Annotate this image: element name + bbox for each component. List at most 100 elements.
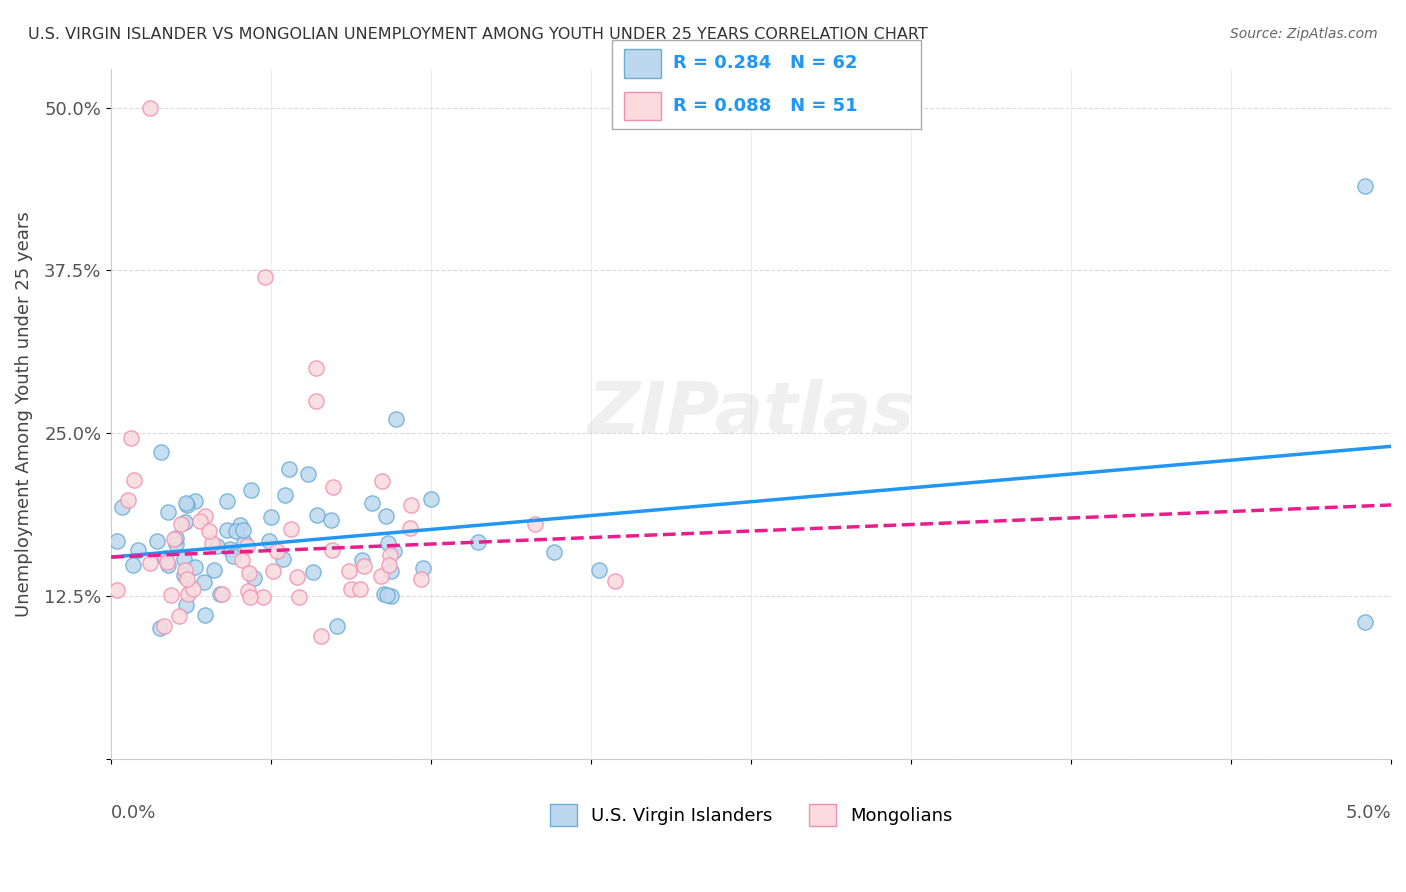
Point (105, 582, 128, 597)
Point (231, 553, 253, 567)
Point (280, 522, 302, 536)
Point (266, 544, 288, 558)
Text: 5.0%: 5.0% (1346, 804, 1391, 822)
Point (176, 572, 198, 586)
Point (239, 483, 262, 497)
Point (375, 509, 398, 524)
Point (605, 574, 627, 589)
Point (588, 563, 610, 577)
Point (311, 629, 333, 643)
Point (523, 516, 546, 531)
Point (156, 555, 179, 569)
Point (198, 524, 221, 538)
Point (209, 587, 232, 601)
Point (211, 586, 233, 600)
Point (174, 515, 197, 529)
Point (177, 587, 200, 601)
Point (122, 558, 145, 572)
Point (1354, 178, 1376, 193)
Point (183, 493, 205, 508)
Point (350, 553, 373, 567)
Point (111, 500, 134, 515)
Text: 0.0%: 0.0% (111, 804, 156, 822)
Point (105, 533, 128, 548)
Point (319, 513, 342, 527)
Point (173, 552, 195, 566)
Point (167, 609, 190, 624)
Point (150, 444, 173, 458)
Point (157, 558, 180, 573)
Point (301, 565, 323, 579)
Point (239, 591, 262, 605)
Point (412, 561, 434, 575)
Y-axis label: Unemployment Among Youth under 25 years: Unemployment Among Youth under 25 years (15, 211, 32, 616)
Text: U.S. VIRGIN ISLANDER VS MONGOLIAN UNEMPLOYMENT AMONG YOUTH UNDER 25 YEARS CORREL: U.S. VIRGIN ISLANDER VS MONGOLIAN UNEMPL… (28, 27, 928, 42)
Text: R = 0.284   N = 62: R = 0.284 N = 62 (673, 54, 858, 72)
Point (353, 559, 375, 574)
Legend: U.S. Virgin Islanders, Mongolians: U.S. Virgin Islanders, Mongolians (543, 797, 960, 833)
Point (274, 488, 297, 502)
Point (325, 619, 347, 633)
Point (235, 539, 257, 553)
Point (399, 498, 422, 512)
Point (305, 508, 328, 522)
Point (252, 590, 274, 604)
Point (380, 590, 402, 604)
Point (138, 101, 160, 115)
Point (173, 568, 195, 582)
Point (285, 570, 308, 584)
Point (117, 492, 139, 507)
Point (238, 583, 260, 598)
Point (121, 431, 143, 445)
Point (340, 582, 363, 596)
Point (260, 510, 283, 524)
FancyBboxPatch shape (612, 40, 921, 129)
Point (262, 564, 284, 578)
Point (127, 542, 149, 557)
Point (238, 566, 260, 580)
Point (278, 462, 301, 476)
Point (375, 589, 398, 603)
Point (384, 544, 406, 558)
Point (373, 586, 395, 600)
Point (361, 496, 384, 510)
Point (1354, 615, 1376, 630)
Point (202, 563, 225, 577)
Point (155, 551, 177, 566)
Point (297, 467, 319, 481)
Point (385, 411, 408, 425)
Point (243, 571, 266, 585)
Point (160, 587, 183, 601)
Point (188, 514, 211, 528)
Point (194, 509, 217, 524)
Point (173, 564, 195, 578)
Point (232, 523, 254, 537)
Point (156, 505, 179, 519)
Text: ZIPatlas: ZIPatlas (588, 379, 915, 449)
Text: R = 0.088   N = 51: R = 0.088 N = 51 (673, 97, 858, 115)
Point (201, 536, 224, 550)
Point (163, 533, 186, 547)
Point (194, 607, 217, 622)
Point (420, 491, 443, 506)
Point (233, 535, 256, 549)
Point (181, 582, 204, 596)
Point (229, 518, 252, 533)
Point (225, 524, 247, 539)
Point (377, 535, 399, 549)
Point (193, 574, 215, 589)
Point (370, 568, 392, 582)
Text: Source: ZipAtlas.com: Source: ZipAtlas.com (1230, 27, 1378, 41)
Point (170, 516, 193, 531)
Point (543, 545, 565, 559)
Point (139, 556, 162, 570)
Point (174, 496, 197, 510)
Point (399, 520, 422, 534)
Point (205, 539, 228, 553)
Point (305, 361, 328, 376)
FancyBboxPatch shape (624, 92, 661, 120)
Point (370, 474, 392, 488)
Point (122, 473, 145, 487)
Point (176, 598, 198, 612)
Point (271, 552, 294, 566)
